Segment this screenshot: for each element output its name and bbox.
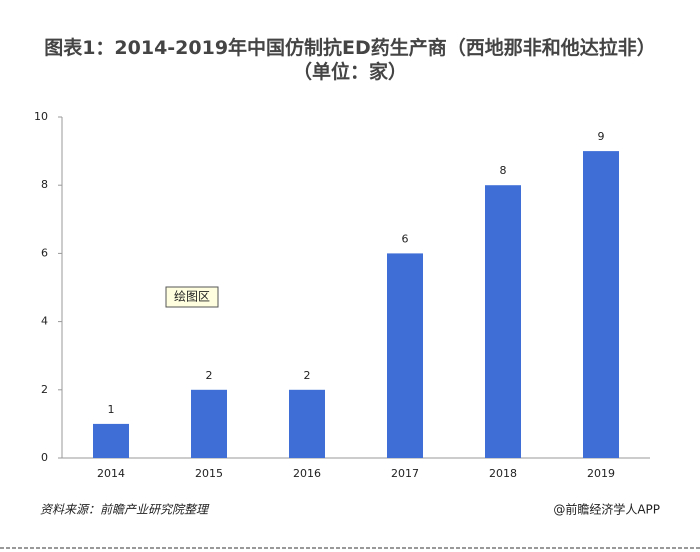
value-label: 8 xyxy=(500,164,507,177)
bar xyxy=(387,253,423,458)
x-tick-label: 2018 xyxy=(489,467,517,480)
annotation-box xyxy=(165,286,219,308)
bar xyxy=(191,389,227,458)
x-tick-label: 2014 xyxy=(97,467,125,480)
value-label: 6 xyxy=(402,232,409,245)
y-tick-label: 0 xyxy=(41,451,48,464)
value-label: 2 xyxy=(304,369,311,382)
annotation: 绘图区 xyxy=(174,289,210,304)
chart-title: 图表1：2014-2019年中国仿制抗ED药生产商（西地那非和他达拉非）（单位：… xyxy=(44,37,656,83)
y-tick-label: 10 xyxy=(34,110,48,123)
bar xyxy=(93,423,129,458)
y-tick-label: 4 xyxy=(41,315,48,328)
x-tick-label: 2019 xyxy=(587,467,615,480)
y-tick-label: 2 xyxy=(41,383,48,396)
value-label: 2 xyxy=(206,369,213,382)
y-tick-label: 6 xyxy=(41,246,48,259)
y-tick-label: 8 xyxy=(41,178,48,191)
x-tick-label: 2016 xyxy=(293,467,321,480)
value-label: 9 xyxy=(598,130,605,143)
credit: @前瞻经济学人APP xyxy=(553,502,660,517)
bar xyxy=(583,151,619,458)
source: 资料来源：前瞻产业研究院整理 xyxy=(40,503,210,517)
value-label: 1 xyxy=(108,403,115,416)
x-tick-label: 2015 xyxy=(195,467,223,480)
bar xyxy=(289,389,325,458)
bar xyxy=(485,185,521,458)
x-tick-label: 2017 xyxy=(391,467,419,480)
